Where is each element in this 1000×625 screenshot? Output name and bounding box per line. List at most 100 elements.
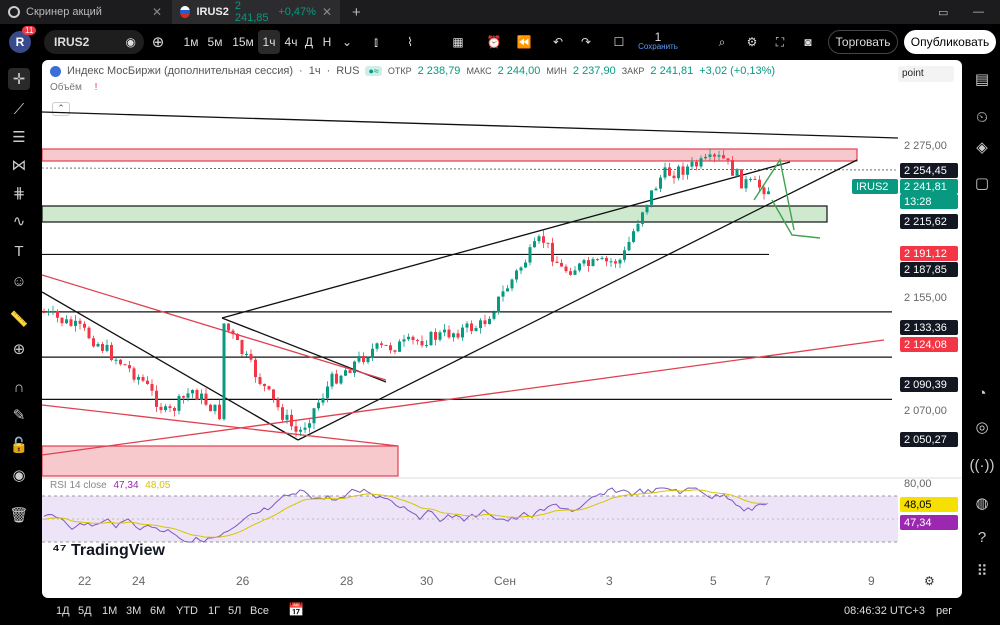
templates-icon[interactable]: ▦ [452,35,464,49]
session-label[interactable]: рег [936,605,953,617]
range-button[interactable]: 1Г [208,605,221,617]
range-button[interactable]: 3М [126,605,142,617]
candles-icon[interactable]: ⫾ [374,34,378,49]
candle-body [515,270,518,280]
window-icon[interactable]: ▭ [938,6,949,19]
alert-icon[interactable]: ⏰ [486,35,502,49]
range-button[interactable]: 5Л [228,605,242,617]
zoom-icon[interactable]: ⊕ [12,341,26,358]
crosshair-icon[interactable]: ✛ [8,68,30,90]
layers-icon[interactable]: ◈ [976,139,988,156]
bottom-bar: 1Д 5Д 1М 3М 6М YTD 1Г 5Л Все 📅 08:46:32 UTC+3 ре… [42,599,962,625]
pattern-icon[interactable]: ⋈ [11,157,27,174]
eye-icon[interactable]: ◉ [125,35,136,49]
avatar[interactable]: R 11 [8,26,37,54]
lock-icon[interactable]: 🔓 [9,437,29,454]
chart-area[interactable]: Индекс МосБиржи (дополнительная сессия) … [42,60,962,598]
text-icon[interactable]: T [14,242,24,260]
drawing-toolbar: ✛ ⟋ ☰ ⋈ ⋕ ∿ T ☺ 📏 ⊕ ∩ ✎ 🔓 ◉ 🗑 [0,60,40,600]
interval-w[interactable]: Н [322,35,332,49]
candle-body [582,260,586,264]
projection-icon[interactable]: ⋕ [12,185,26,202]
interval-1h[interactable]: 1ч [258,30,280,54]
close-icon[interactable]: ✕ [151,5,162,19]
interval-5m[interactable]: 5м [207,35,223,49]
candle-body [60,317,64,324]
close-icon[interactable]: ✕ [321,5,332,19]
browser-tab-bar: Скринер акций ✕ IRUS2 2 241,85 +0,47% ✕ … [0,0,1000,24]
magnet-icon[interactable]: ∩ [13,378,25,396]
brush-icon[interactable]: ∿ [12,213,26,230]
symbol-search[interactable]: IRUS2 ◉ [44,30,144,54]
chevron-down-icon[interactable]: ⌄ [341,35,353,49]
candle-body [735,169,739,176]
range-button[interactable]: 6М [150,605,166,617]
gear-icon[interactable]: ⚙ [746,35,758,49]
candle-body [614,261,617,264]
new-tab-button[interactable]: + [352,3,361,21]
ruler-icon[interactable]: 📏 [9,311,29,328]
long-trendline [42,111,899,139]
range-button[interactable]: 1Д [56,605,70,617]
range-button[interactable]: 5Д [78,605,92,617]
range-button[interactable]: 1М [102,605,118,617]
indicators-icon[interactable]: ⌇ [407,35,413,49]
target-icon[interactable]: ◎ [975,419,989,436]
trade-button[interactable]: Торговать [828,30,898,54]
save-button[interactable]: 1 Сохранить [636,30,680,54]
replay-icon[interactable]: ⏪ [516,35,532,49]
alerts-icon[interactable]: ⏲ [976,108,988,126]
candle-body [672,175,676,179]
rsi-line [43,487,769,543]
tradingview-logo: ⁴⁷ TradingView [52,542,165,560]
chat-icon[interactable]: ▢ [974,175,990,192]
interval-15m[interactable]: 15м [232,35,254,49]
fullscreen-icon[interactable]: ⛶ [775,34,785,49]
publish-button[interactable]: Опубликовать [904,30,996,54]
candle-body [200,393,203,401]
tab-irus2[interactable]: IRUS2 2 241,85 +0,47% ✕ [172,0,340,24]
candle-body [420,341,424,346]
interval-4h[interactable]: 4ч [284,35,298,49]
help-icon[interactable]: ? [977,528,987,546]
date-range-icon[interactable]: 📅 [288,602,305,617]
camera-icon[interactable]: ◙ [804,35,812,49]
price-tag: 48,05 [900,497,958,512]
down-trendline [42,291,299,441]
emoji-icon[interactable]: ☺ [11,272,27,290]
rsi-legend: RSI 14 close 47,34 48,05 [50,480,170,491]
watchlist-icon[interactable]: ▤ [974,71,990,88]
trendline-icon[interactable]: ⟋ [13,100,25,118]
tab-screener[interactable]: Скринер акций ✕ [0,0,170,24]
minimize-icon[interactable]: — [973,6,984,18]
interval-d[interactable]: Д [304,35,314,49]
speed-icon[interactable]: ◔ [977,384,987,402]
fib-icon[interactable]: ☰ [12,129,26,146]
add-symbol-button[interactable]: ⊕ [151,34,165,51]
candle-body [744,179,748,189]
candle-body [537,236,541,242]
axis-settings-icon[interactable]: ⚙ [924,574,935,588]
lock-drawing-icon[interactable]: ✎ [12,407,26,424]
clock[interactable]: 08:46:32 UTC+3 [844,605,926,617]
interval-1m[interactable]: 1м [183,35,199,49]
price-tag: 2 133,36 [900,320,958,335]
undo-icon[interactable]: ↶ [552,35,564,49]
layout-icon[interactable]: ☐ [613,35,625,49]
collapse-legend-button[interactable]: ⌃ [52,102,70,116]
candle-body [564,266,568,272]
trash-icon[interactable]: 🗑 [9,507,29,524]
chart-canvas[interactable] [42,60,962,598]
chat-bubble-icon[interactable]: ◍ [975,495,989,512]
crosshair-mode[interactable]: point [898,66,954,82]
visibility-icon[interactable]: ◉ [12,467,26,484]
time-tick: 30 [420,574,434,588]
apps-grid-icon[interactable]: ⠿ [976,563,988,580]
candle-body [380,343,383,345]
low-value: 2 237,90 [572,65,616,77]
search-icon[interactable]: ⌕ [718,34,726,49]
range-button[interactable]: YTD [176,605,198,617]
range-button[interactable]: Все [250,605,269,617]
redo-icon[interactable]: ↷ [580,35,592,49]
signal-icon[interactable]: ((·)) [969,456,995,474]
